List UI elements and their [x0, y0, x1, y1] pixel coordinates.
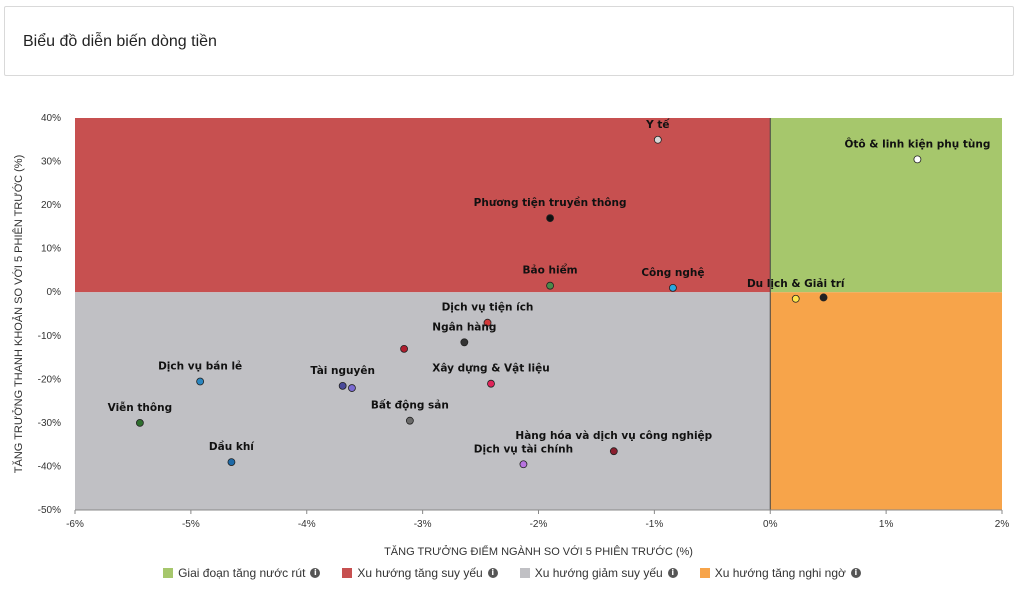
data-point-label: Phương tiện truyền thông: [474, 196, 627, 209]
data-point: [913, 155, 922, 164]
data-point-label: Hàng hóa và dịch vụ công nghiệp: [515, 430, 712, 442]
y-tick-label: -30%: [38, 418, 61, 429]
data-point: [483, 318, 492, 327]
quadrant-bottom-right: [770, 292, 1002, 510]
data-point: [227, 458, 236, 466]
y-tick-label: 40%: [41, 113, 61, 124]
legend-swatch: [519, 568, 530, 578]
data-point: [135, 418, 144, 427]
x-tick-label: -6%: [66, 519, 84, 530]
data-point: [653, 135, 662, 144]
data-point: [546, 281, 554, 290]
data-point-label: Công nghệ: [641, 267, 704, 279]
header-card: Biểu đồ diễn biến dòng tiền: [4, 6, 1014, 76]
legend-label: Xu hướng tăng nghi ngờ: [714, 566, 846, 580]
data-point: [546, 214, 554, 223]
y-tick-label: -10%: [38, 331, 61, 342]
quadrant-top-right: [770, 118, 1002, 293]
data-point-label: Dầu khí: [209, 441, 255, 453]
data-point-label: Bảo hiểm: [523, 264, 578, 277]
data-point: [460, 338, 469, 347]
data-point: [196, 377, 205, 386]
legend-label: Xu hướng giảm suy yếu: [534, 566, 663, 580]
data-point: [791, 294, 800, 303]
legend-label: Xu hướng tăng suy yếu: [357, 566, 483, 580]
data-point-label: Dịch vụ bán lẻ: [158, 361, 242, 373]
x-tick-label: 1%: [879, 519, 894, 530]
data-point-label: Ôtô & linh kiện phụ tùng: [844, 137, 990, 150]
y-tick-label: 0%: [47, 287, 62, 298]
x-tick-label: 0%: [763, 519, 778, 530]
y-axis-label: TĂNG TRƯỞNG THANH KHOẢN SO VỚI 5 PHIÊN T…: [12, 155, 25, 473]
data-point: [609, 447, 618, 456]
data-point-label: Tài nguyên: [310, 365, 375, 377]
x-tick-label: -2%: [530, 519, 548, 530]
data-point: [348, 384, 356, 392]
x-tick-label: -3%: [414, 519, 432, 530]
y-tick-label: -50%: [38, 505, 61, 516]
data-point-label: Bất động sản: [371, 399, 449, 412]
legend-item-gray[interactable]: Xu hướng giảm suy yếu i: [519, 566, 678, 580]
data-point: [405, 416, 414, 425]
info-icon[interactable]: i: [667, 568, 678, 578]
info-icon[interactable]: i: [850, 568, 861, 578]
chart-legend: Giai đoạn tăng nước rút i Xu hướng tăng …: [0, 566, 1024, 580]
x-tick-label: 2%: [995, 519, 1010, 530]
info-icon[interactable]: i: [310, 568, 321, 578]
data-point-label: Xây dựng & Vật liệu: [432, 363, 550, 375]
data-point-label: Dịch vụ tài chính: [474, 443, 573, 455]
data-point-label: Ngân hàng: [432, 321, 496, 333]
x-tick-label: -5%: [182, 519, 200, 530]
data-point: [819, 293, 828, 302]
y-tick-label: 30%: [41, 157, 61, 168]
data-point: [400, 344, 408, 353]
legend-item-green[interactable]: Giai đoạn tăng nước rút i: [163, 566, 321, 580]
x-axis-label: TĂNG TRƯỞNG ĐIỂM NGÀNH SO VỚI 5 PHIÊN TR…: [384, 545, 693, 558]
legend-item-red[interactable]: Xu hướng tăng suy yếu i: [342, 566, 498, 580]
page-title: Biểu đồ diễn biến dòng tiền: [23, 33, 217, 50]
y-tick-label: -20%: [38, 374, 61, 385]
data-point-label: Viễn thông: [108, 401, 173, 414]
data-point: [487, 379, 495, 388]
data-point-label: Dịch vụ tiện ích: [442, 302, 534, 314]
cashflow-scatter-chart: -6% -5% -4% -3% -2% -1% 0% 1% 2% 40% 30% 20% 10% 0% -1…: [12, 113, 1010, 558]
quadrant-top-left: [75, 118, 771, 293]
legend-item-orange[interactable]: Xu hướng tăng nghi ngờ i: [699, 566, 861, 580]
data-point-label: Du lịch & Giải trí: [747, 278, 846, 290]
info-icon[interactable]: i: [487, 568, 498, 578]
y-tick-label: 10%: [41, 244, 61, 255]
data-point: [669, 283, 677, 292]
x-tick-label: -1%: [645, 519, 663, 530]
legend-swatch: [163, 568, 174, 578]
legend-label: Giai đoạn tăng nước rút: [178, 566, 306, 580]
legend-swatch: [699, 568, 710, 578]
quadrant-bottom-left: [75, 292, 771, 510]
y-tick-label: 20%: [41, 200, 61, 211]
data-point-label: Y tế: [645, 118, 670, 131]
data-point: [338, 381, 347, 390]
x-tick-label: -4%: [298, 519, 316, 530]
legend-swatch: [342, 568, 353, 578]
data-point: [519, 460, 528, 469]
y-tick-label: -40%: [38, 461, 61, 472]
